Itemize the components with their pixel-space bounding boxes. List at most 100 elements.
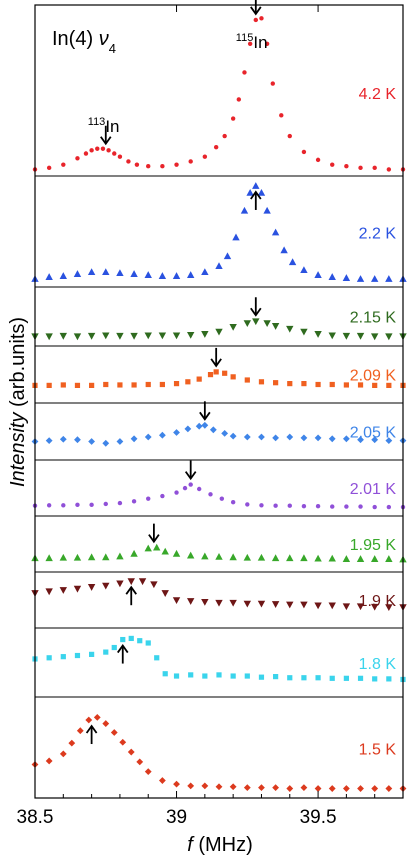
data-point xyxy=(385,437,393,444)
data-point xyxy=(88,438,96,445)
data-point xyxy=(314,331,322,338)
data-point xyxy=(286,325,294,333)
data-point xyxy=(271,323,280,330)
data-point xyxy=(385,785,393,792)
panel-temperature-label: 1.9 K xyxy=(359,593,397,610)
data-point xyxy=(222,133,227,139)
data-point xyxy=(357,382,364,388)
data-point xyxy=(314,554,322,562)
panel-temperature-label: 4.2 K xyxy=(359,86,397,103)
arrow-head xyxy=(100,136,112,146)
data-point xyxy=(196,486,202,492)
isotope-symbol: In xyxy=(105,117,119,136)
data-point xyxy=(187,782,195,790)
series-1-9-K: 1.9 K xyxy=(31,578,407,612)
data-point xyxy=(112,151,117,156)
plot-frame xyxy=(34,4,404,799)
data-point xyxy=(246,189,254,196)
data-point xyxy=(357,436,364,444)
data-point xyxy=(89,382,95,388)
data-point xyxy=(243,784,251,792)
x-axis-title-italic: f xyxy=(187,834,195,856)
data-point xyxy=(45,757,53,765)
data-point xyxy=(301,503,307,509)
data-point xyxy=(357,675,364,681)
data-point xyxy=(273,503,278,508)
series-2-09-K: 2.09 K xyxy=(32,347,406,388)
data-point xyxy=(221,430,229,437)
data-point xyxy=(370,275,379,282)
data-point xyxy=(258,379,265,385)
data-point xyxy=(59,587,68,594)
x-axis: 38.5 39 39.5 xyxy=(17,5,376,828)
data-point xyxy=(288,258,297,266)
data-point xyxy=(229,432,237,440)
data-point xyxy=(270,81,275,86)
data-point xyxy=(257,553,266,561)
data-point xyxy=(230,374,236,380)
data-point xyxy=(219,496,225,501)
data-point xyxy=(162,671,168,677)
data-point xyxy=(87,553,96,561)
data-point xyxy=(342,785,350,792)
data-point xyxy=(188,482,193,487)
data-point xyxy=(271,554,280,562)
peak-arrow xyxy=(125,585,137,606)
data-point xyxy=(232,233,240,241)
series-2-2-K: 2.2 K xyxy=(31,182,407,282)
data-point xyxy=(46,655,52,661)
data-point xyxy=(59,272,68,279)
data-point xyxy=(385,555,393,562)
data-point xyxy=(252,318,260,326)
data-point xyxy=(61,162,66,167)
data-point xyxy=(130,332,138,340)
data-point xyxy=(173,780,180,788)
data-point xyxy=(130,549,138,557)
data-point xyxy=(158,272,167,279)
series-1-95-K: 1.95 K xyxy=(31,523,407,563)
data-point xyxy=(45,333,53,341)
data-point xyxy=(173,429,180,436)
data-point xyxy=(160,493,165,499)
isotope-label: 113In xyxy=(88,116,120,136)
data-point xyxy=(74,652,81,659)
peak-arrow xyxy=(250,0,262,16)
data-point xyxy=(229,783,237,791)
data-point xyxy=(93,713,101,721)
data-point xyxy=(117,500,123,506)
data-point xyxy=(110,729,118,736)
data-point xyxy=(145,640,151,646)
chart-title: In(4) ν4 xyxy=(52,28,116,56)
data-point xyxy=(258,784,265,792)
data-point xyxy=(300,554,308,562)
data-point xyxy=(215,328,223,336)
data-point xyxy=(128,635,134,642)
data-point xyxy=(45,273,53,280)
data-point xyxy=(314,434,322,442)
data-point xyxy=(144,332,152,340)
data-point xyxy=(173,673,180,679)
data-point xyxy=(158,332,167,340)
data-point xyxy=(230,116,236,121)
data-point xyxy=(201,331,209,338)
data-point xyxy=(279,113,284,118)
panel-temperature-label: 2.2 K xyxy=(359,226,397,243)
data-point xyxy=(186,271,195,278)
data-point xyxy=(213,369,219,375)
data-point xyxy=(116,552,124,560)
peak-arrow xyxy=(199,401,211,421)
data-point xyxy=(46,165,52,171)
arrow-head xyxy=(199,411,211,421)
panel-temperature-label: 1.5 K xyxy=(359,742,397,759)
data-point xyxy=(356,603,365,611)
data-point xyxy=(273,380,279,386)
data-point xyxy=(45,588,53,596)
data-point xyxy=(286,601,294,609)
data-point xyxy=(131,499,137,504)
data-point xyxy=(215,599,223,607)
data-point xyxy=(385,604,393,612)
data-point xyxy=(328,332,336,340)
data-point xyxy=(153,543,161,551)
data-point xyxy=(330,162,335,167)
data-point xyxy=(264,41,270,46)
